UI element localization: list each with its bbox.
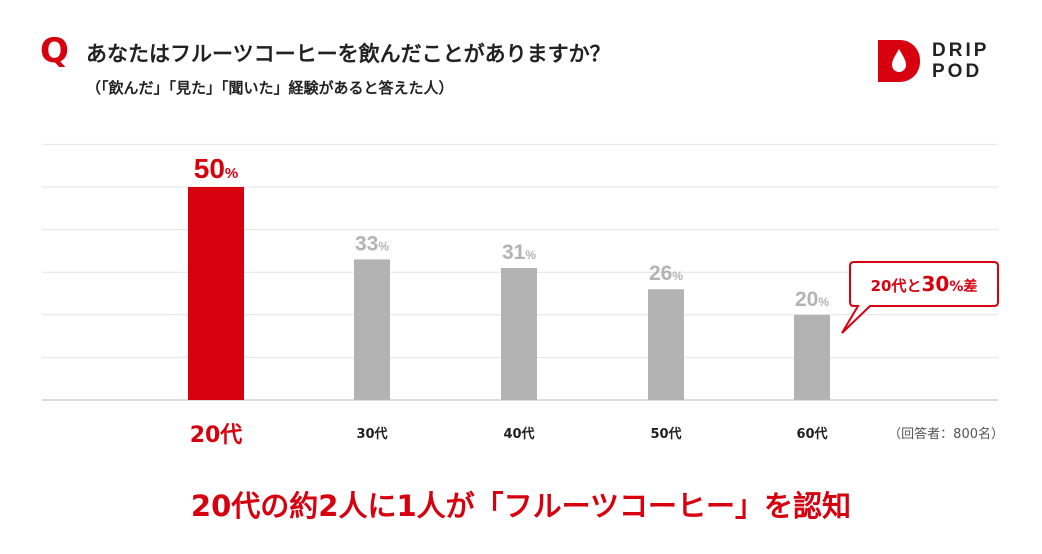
- value-label-2: 31%: [502, 241, 536, 264]
- bar-chart: 50% 20代 33% 30代 31% 40代 26% 50代 20% 60代 （回答者：800名）…: [42, 143, 1004, 448]
- bar-0: [188, 187, 244, 400]
- brand-wordmark: DRIP POD: [932, 40, 989, 82]
- bar-4: [794, 314, 830, 400]
- value-label-4: 20%: [795, 288, 829, 311]
- question-subtitle: （「飲んだ」「見た」「聞いた」経験があると答えた人）: [86, 79, 454, 97]
- category-label-2: 40代: [503, 426, 534, 442]
- brand-line-2: POD: [932, 61, 983, 82]
- water-drop-icon: [878, 40, 920, 82]
- bar-1: [354, 259, 390, 400]
- respondent-note: （回答者：800名）: [888, 426, 1004, 442]
- drip-pod-logo: DRIP POD: [878, 40, 989, 82]
- value-label-3: 26%: [649, 262, 683, 285]
- callout-text: 20代と30%差: [871, 272, 978, 296]
- category-label-4: 60代: [796, 426, 827, 442]
- callout-bubble: [841, 261, 999, 334]
- value-label-0: 50%: [194, 153, 239, 184]
- category-label-3: 50代: [650, 426, 681, 442]
- category-label-0: 20代: [190, 423, 243, 448]
- bar-2: [501, 267, 537, 400]
- category-label-1: 30代: [356, 426, 387, 442]
- question-mark: Q: [40, 31, 69, 71]
- headline: 20代の約2人に1人が「フルーツコーヒー」を認知: [190, 489, 852, 523]
- question-title: あなたはフルーツコーヒーを飲んだことがありますか？: [86, 42, 611, 66]
- bar-3: [648, 289, 684, 400]
- brand-line-1: DRIP: [932, 40, 990, 61]
- value-label-1: 33%: [355, 232, 389, 255]
